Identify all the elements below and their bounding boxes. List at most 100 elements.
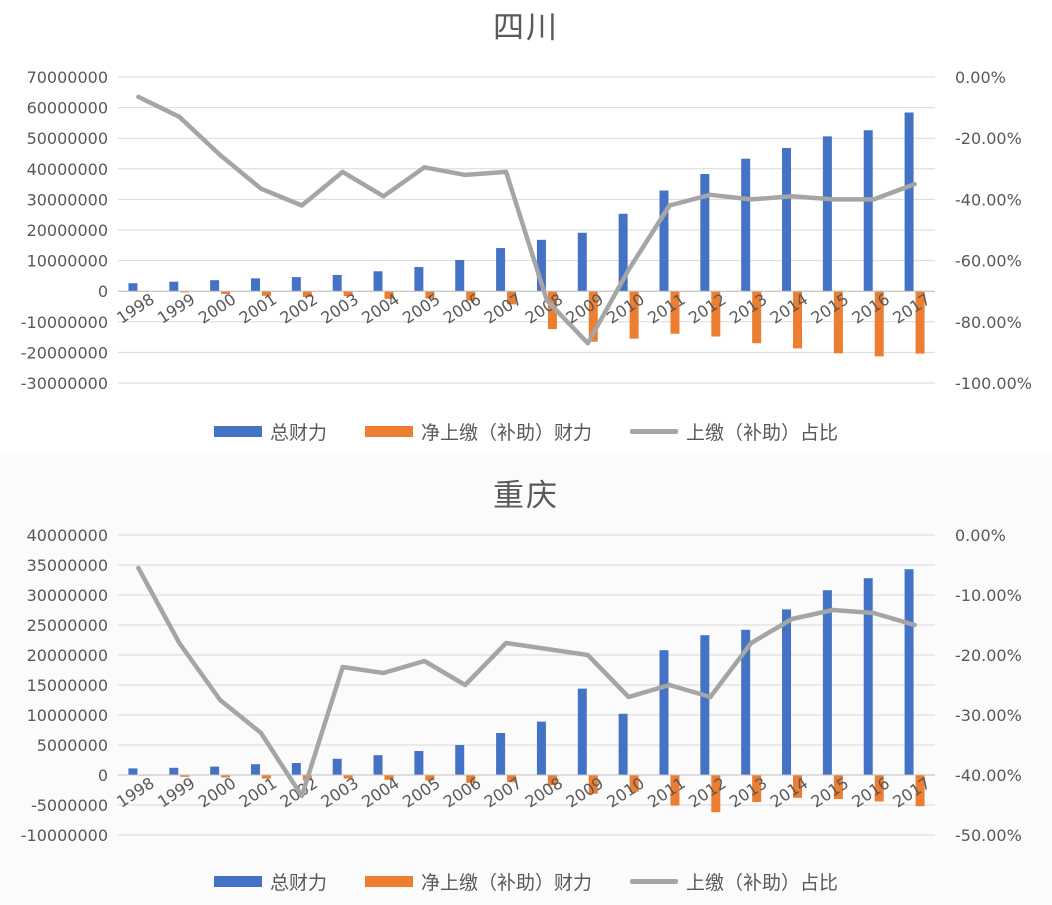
bar-total[interactable] (659, 190, 669, 292)
bar-total[interactable] (659, 650, 669, 775)
bar-total[interactable] (618, 213, 628, 292)
line-point-ratio[interactable] (504, 641, 509, 645)
line-point-ratio[interactable] (258, 731, 263, 735)
line-point-ratio[interactable] (871, 611, 876, 615)
bar-total[interactable] (741, 629, 751, 775)
bar-total[interactable] (210, 280, 220, 292)
line-point-ratio[interactable] (585, 341, 590, 346)
line-point-ratio[interactable] (177, 641, 182, 645)
bar-total[interactable] (700, 174, 710, 292)
line-point-ratio[interactable] (422, 659, 427, 663)
bar-net[interactable] (793, 291, 803, 349)
line-point-ratio[interactable] (544, 647, 549, 651)
bar-total[interactable] (373, 271, 383, 292)
bar-net[interactable] (629, 291, 639, 339)
line-point-ratio[interactable] (585, 653, 590, 657)
legend-item-total[interactable]: 总财力 (213, 868, 327, 895)
bar-net[interactable] (711, 291, 721, 337)
line-point-ratio[interactable] (626, 267, 631, 272)
bar-net[interactable] (670, 775, 680, 806)
legend-item-ratio[interactable]: 上缴（补助）占比 (630, 868, 838, 895)
bar-total[interactable] (741, 158, 751, 292)
bar-total[interactable] (618, 713, 628, 775)
line-point-ratio[interactable] (871, 197, 876, 202)
line-point-ratio[interactable] (463, 683, 468, 687)
bar-net[interactable] (588, 775, 598, 794)
line-ratio[interactable] (136, 94, 917, 346)
bar-net[interactable] (793, 775, 803, 798)
line-point-ratio[interactable] (299, 794, 304, 798)
bar-net[interactable] (221, 775, 231, 778)
bar-net[interactable] (915, 775, 925, 807)
bar-total[interactable] (210, 766, 220, 775)
bar-total[interactable] (414, 751, 424, 775)
bar-net[interactable] (752, 291, 762, 344)
bar-total[interactable] (169, 281, 179, 292)
line-point-ratio[interactable] (790, 617, 795, 621)
bar-total[interactable] (536, 239, 546, 292)
bar-total[interactable] (128, 283, 138, 292)
bar-total[interactable] (863, 130, 873, 292)
bar-net[interactable] (466, 775, 476, 783)
line-point-ratio[interactable] (381, 194, 386, 199)
bar-net[interactable] (629, 775, 639, 792)
bar-net[interactable] (261, 775, 271, 779)
bar-total[interactable] (455, 259, 465, 292)
line-point-ratio[interactable] (463, 172, 468, 177)
bar-total[interactable] (291, 763, 301, 775)
bar-net[interactable] (466, 291, 476, 301)
bar-net[interactable] (670, 291, 680, 334)
bar-net[interactable] (507, 291, 517, 305)
line-point-ratio[interactable] (136, 94, 141, 99)
bar-total[interactable] (496, 248, 506, 292)
bar-total[interactable] (577, 688, 587, 775)
bar-total[interactable] (822, 590, 832, 775)
bar-total[interactable] (904, 112, 914, 292)
bar-net[interactable] (343, 775, 353, 779)
line-point-ratio[interactable] (708, 192, 713, 197)
line-point-ratio[interactable] (422, 165, 427, 170)
line-point-ratio[interactable] (912, 182, 917, 187)
line-ratio[interactable] (136, 565, 917, 799)
bar-total[interactable] (700, 635, 710, 775)
bar-net[interactable] (915, 291, 925, 354)
bar-total[interactable] (332, 274, 342, 292)
bar-net[interactable] (343, 291, 353, 297)
bar-total[interactable] (496, 733, 506, 775)
bar-total[interactable] (782, 147, 792, 292)
line-point-ratio[interactable] (177, 114, 182, 119)
bar-net[interactable] (261, 291, 271, 296)
legend-item-total[interactable]: 总财力 (213, 418, 327, 445)
line-point-ratio[interactable] (381, 671, 386, 675)
line-point-ratio[interactable] (340, 665, 345, 669)
bar-net[interactable] (384, 291, 394, 299)
bar-total[interactable] (128, 768, 138, 775)
bar-net[interactable] (180, 291, 190, 293)
line-point-ratio[interactable] (626, 695, 631, 699)
line-point-ratio[interactable] (830, 197, 835, 202)
line-point-ratio[interactable] (830, 608, 835, 612)
bar-total[interactable] (169, 767, 179, 775)
bar-net[interactable] (874, 291, 884, 357)
bar-total[interactable] (291, 277, 301, 292)
legend-item-ratio[interactable]: 上缴（补助）占比 (630, 418, 838, 445)
bar-net[interactable] (874, 775, 884, 802)
line-point-ratio[interactable] (218, 153, 223, 158)
bar-net[interactable] (302, 291, 312, 298)
bar-net[interactable] (425, 291, 435, 299)
line-point-ratio[interactable] (136, 566, 141, 570)
bar-total[interactable] (332, 758, 342, 775)
bar-net[interactable] (507, 775, 517, 783)
bar-net[interactable] (425, 775, 435, 781)
line-point-ratio[interactable] (790, 194, 795, 199)
line-point-ratio[interactable] (708, 695, 713, 699)
bar-net[interactable] (384, 775, 394, 780)
bar-net[interactable] (711, 775, 721, 813)
line-point-ratio[interactable] (667, 203, 672, 208)
bar-net[interactable] (752, 775, 762, 802)
line-point-ratio[interactable] (504, 169, 509, 174)
bar-total[interactable] (373, 755, 383, 775)
line-point-ratio[interactable] (544, 298, 549, 303)
bar-total[interactable] (863, 578, 873, 775)
bar-total[interactable] (536, 721, 546, 775)
